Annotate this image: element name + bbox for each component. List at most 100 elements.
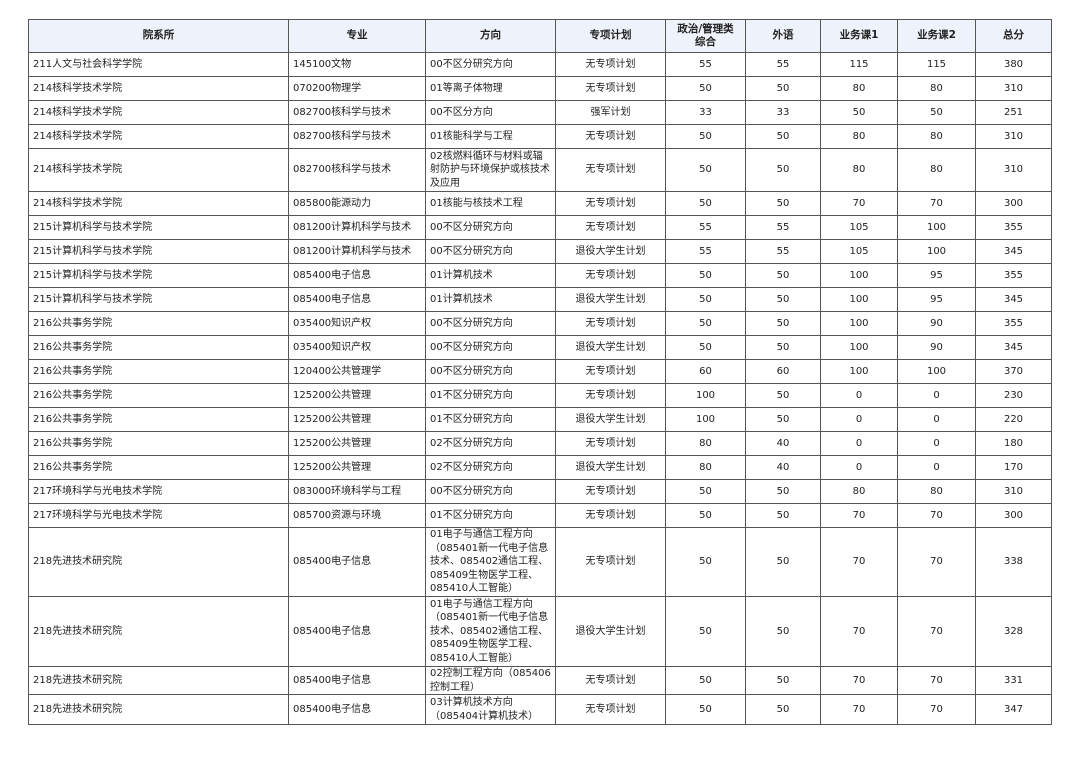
cell-subject1: 100 xyxy=(820,311,898,336)
cell-subject1: 105 xyxy=(820,215,898,240)
cell-subject1: 0 xyxy=(820,383,898,408)
cell-department: 216公共事务学院 xyxy=(28,359,289,384)
cell-subject1: 0 xyxy=(820,455,898,480)
cell-foreign-language: 50 xyxy=(745,527,821,597)
cell-total: 310 xyxy=(975,479,1052,504)
cell-foreign-language: 50 xyxy=(745,148,821,192)
cell-total: 310 xyxy=(975,148,1052,192)
cell-total: 300 xyxy=(975,503,1052,528)
cell-foreign-language: 55 xyxy=(745,52,821,77)
cell-subject2: 70 xyxy=(897,596,976,667)
cell-foreign-language: 50 xyxy=(745,479,821,504)
cell-special-plan: 强军计划 xyxy=(555,100,666,125)
cell-department: 216公共事务学院 xyxy=(28,383,289,408)
cell-politics: 80 xyxy=(665,431,746,456)
cell-subject2: 80 xyxy=(897,76,976,101)
cell-foreign-language: 33 xyxy=(745,100,821,125)
cell-direction: 01电子与通信工程方向（085401新一代电子信息技术、085402通信工程、0… xyxy=(425,596,556,667)
cell-subject2: 0 xyxy=(897,455,976,480)
header-department: 院系所 xyxy=(28,19,289,53)
cell-total: 180 xyxy=(975,431,1052,456)
cell-direction: 00不区分方向 xyxy=(425,100,556,125)
cell-total: 370 xyxy=(975,359,1052,384)
cell-major: 035400知识产权 xyxy=(288,335,426,360)
table-row: 218先进技术研究院 085400电子信息 02控制工程方向（085406控制工程）… xyxy=(28,666,1052,695)
cell-politics: 50 xyxy=(665,479,746,504)
table-row: 218先进技术研究院 085400电子信息 01电子与通信工程方向（085401新一… xyxy=(28,596,1052,667)
cell-major: 125200公共管理 xyxy=(288,431,426,456)
cell-subject2: 80 xyxy=(897,479,976,504)
cell-total: 310 xyxy=(975,124,1052,149)
table-row: 211人文与社会科学学院 145100文物 00不区分研究方向 无专项计划 55 55 11… xyxy=(28,52,1052,77)
cell-special-plan: 无专项计划 xyxy=(555,694,666,725)
cell-subject2: 70 xyxy=(897,694,976,725)
cell-department: 216公共事务学院 xyxy=(28,431,289,456)
cell-subject1: 0 xyxy=(820,431,898,456)
cell-direction: 01计算机技术 xyxy=(425,287,556,312)
table-row: 218先进技术研究院 085400电子信息 03计算机技术方向（085404计算机技… xyxy=(28,694,1052,725)
cell-foreign-language: 60 xyxy=(745,359,821,384)
cell-direction: 01等离子体物理 xyxy=(425,76,556,101)
cell-department: 217环境科学与光电技术学院 xyxy=(28,503,289,528)
cell-politics: 50 xyxy=(665,148,746,192)
cell-total: 310 xyxy=(975,76,1052,101)
cell-politics: 50 xyxy=(665,335,746,360)
cell-foreign-language: 50 xyxy=(745,191,821,216)
cell-subject2: 95 xyxy=(897,263,976,288)
cell-subject2: 100 xyxy=(897,239,976,264)
table-row: 214核科学技术学院 082700核科学与技术 02核燃料循环与材料或辐射防护与环境… xyxy=(28,148,1052,192)
cell-department: 214核科学技术学院 xyxy=(28,124,289,149)
cell-foreign-language: 50 xyxy=(745,596,821,667)
cell-major: 085800能源动力 xyxy=(288,191,426,216)
cell-direction: 01不区分研究方向 xyxy=(425,407,556,432)
cell-politics: 55 xyxy=(665,239,746,264)
cell-department: 214核科学技术学院 xyxy=(28,76,289,101)
cell-subject1: 70 xyxy=(820,527,898,597)
table-row: 215计算机科学与技术学院 085400电子信息 01计算机技术 退役大学生计划 50 5… xyxy=(28,287,1052,312)
cell-department: 211人文与社会科学学院 xyxy=(28,52,289,77)
header-subject1: 业务课1 xyxy=(820,19,898,53)
cell-politics: 100 xyxy=(665,407,746,432)
header-politics: 政治/管理类综合 xyxy=(665,19,746,53)
cell-department: 216公共事务学院 xyxy=(28,311,289,336)
cell-major: 085400电子信息 xyxy=(288,263,426,288)
header-total: 总分 xyxy=(975,19,1052,53)
cell-subject2: 90 xyxy=(897,335,976,360)
cell-special-plan: 退役大学生计划 xyxy=(555,596,666,667)
cell-total: 300 xyxy=(975,191,1052,216)
cell-subject1: 80 xyxy=(820,76,898,101)
header-major: 专业 xyxy=(288,19,426,53)
cell-special-plan: 无专项计划 xyxy=(555,666,666,695)
cell-politics: 50 xyxy=(665,287,746,312)
table-row: 215计算机科学与技术学院 085400电子信息 01计算机技术 无专项计划 50 50 1… xyxy=(28,263,1052,288)
cell-direction: 02控制工程方向（085406控制工程） xyxy=(425,666,556,695)
cell-politics: 80 xyxy=(665,455,746,480)
cell-direction: 01不区分研究方向 xyxy=(425,503,556,528)
cell-major: 083000环境科学与工程 xyxy=(288,479,426,504)
table-row: 216公共事务学院 125200公共管理 01不区分研究方向 无专项计划 100 50 0 0… xyxy=(28,383,1052,408)
cell-politics: 33 xyxy=(665,100,746,125)
cell-politics: 50 xyxy=(665,666,746,695)
cell-direction: 02不区分研究方向 xyxy=(425,431,556,456)
cell-department: 217环境科学与光电技术学院 xyxy=(28,479,289,504)
cell-subject2: 0 xyxy=(897,383,976,408)
cell-direction: 01核能与核技术工程 xyxy=(425,191,556,216)
cell-major: 081200计算机科学与技术 xyxy=(288,215,426,240)
cell-subject2: 0 xyxy=(897,431,976,456)
cell-department: 218先进技术研究院 xyxy=(28,666,289,695)
cell-politics: 50 xyxy=(665,596,746,667)
cell-major: 085400电子信息 xyxy=(288,287,426,312)
cell-subject2: 90 xyxy=(897,311,976,336)
cell-foreign-language: 50 xyxy=(745,335,821,360)
cell-special-plan: 退役大学生计划 xyxy=(555,407,666,432)
cell-subject2: 70 xyxy=(897,666,976,695)
cell-subject1: 70 xyxy=(820,596,898,667)
cell-direction: 02不区分研究方向 xyxy=(425,455,556,480)
cell-total: 331 xyxy=(975,666,1052,695)
cell-special-plan: 无专项计划 xyxy=(555,479,666,504)
cell-special-plan: 无专项计划 xyxy=(555,431,666,456)
cell-direction: 03计算机技术方向（085404计算机技术） xyxy=(425,694,556,725)
cell-major: 125200公共管理 xyxy=(288,383,426,408)
cell-politics: 100 xyxy=(665,383,746,408)
cell-politics: 50 xyxy=(665,124,746,149)
